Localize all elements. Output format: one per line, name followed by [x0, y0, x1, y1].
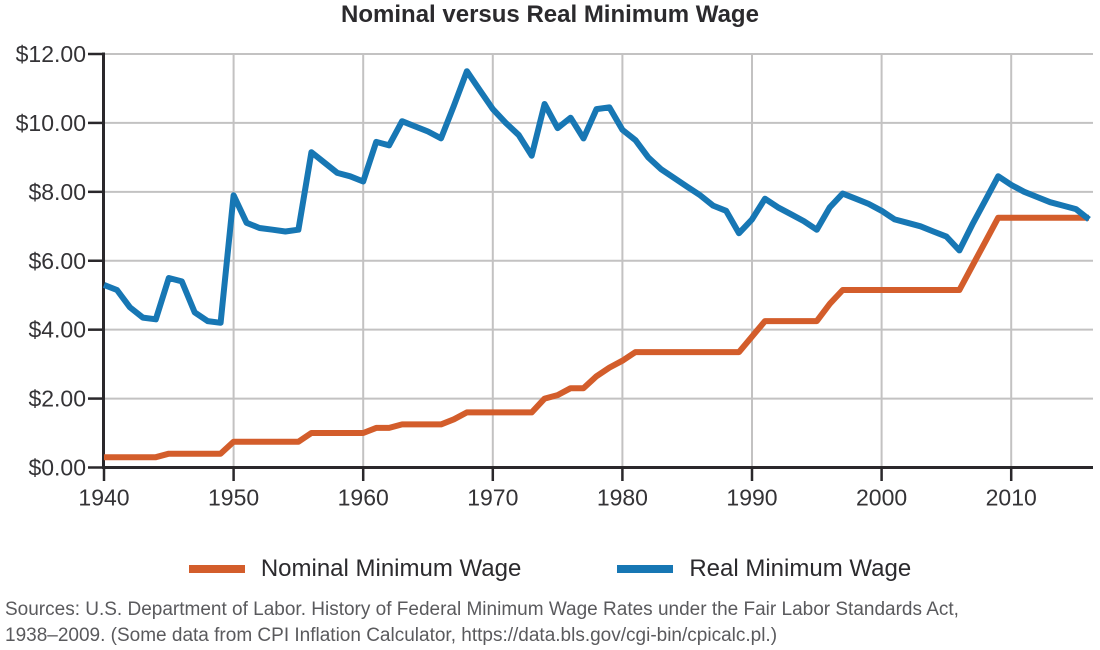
- x-tick-label: 1970: [467, 485, 518, 511]
- y-tick-label: $8.00: [28, 179, 86, 205]
- y-tick-label: $10.00: [16, 110, 86, 136]
- x-tick-label: 2000: [856, 485, 907, 511]
- real-line-swatch: [617, 565, 674, 573]
- y-tick-label: $0.00: [28, 455, 86, 481]
- nominal-wage-line: [104, 214, 1089, 461]
- source-note: Sources: U.S. Department of Labor. Histo…: [5, 597, 1085, 649]
- x-tick-label: 1960: [338, 485, 389, 511]
- legend-item-real: Real Minimum Wage: [617, 555, 911, 583]
- legend: Nominal Minimum Wage Real Minimum Wage: [0, 551, 1100, 587]
- legend-item-nominal: Nominal Minimum Wage: [188, 555, 522, 583]
- x-tick-label: 1980: [597, 485, 648, 511]
- y-tick-label: $6.00: [28, 248, 86, 274]
- x-tick-label: 2010: [986, 485, 1037, 511]
- source-note-line1: Sources: U.S. Department of Labor. Histo…: [5, 599, 959, 620]
- real-wage-line: [102, 68, 1091, 326]
- y-tick-label: $2.00: [28, 386, 86, 412]
- x-tick-label: 1990: [726, 485, 777, 511]
- legend-label-nominal: Nominal Minimum Wage: [260, 555, 522, 582]
- nominal-line-swatch: [188, 565, 245, 573]
- source-note-line2: 1938–2009. (Some data from CPI Inflation…: [5, 625, 778, 646]
- x-tick-label: 1940: [78, 485, 129, 511]
- chart-title: Nominal versus Real Minimum Wage: [341, 1, 759, 28]
- y-tick-label: $12.00: [16, 41, 86, 67]
- y-tick-label: $4.00: [28, 317, 86, 343]
- legend-label-real: Real Minimum Wage: [689, 555, 912, 582]
- chart-canvas: $0.00 $2.00 $4.00 $6.00 $8.00 $10.00 $12.00 194…: [16, 41, 1093, 511]
- x-tick-label: 1950: [208, 485, 259, 511]
